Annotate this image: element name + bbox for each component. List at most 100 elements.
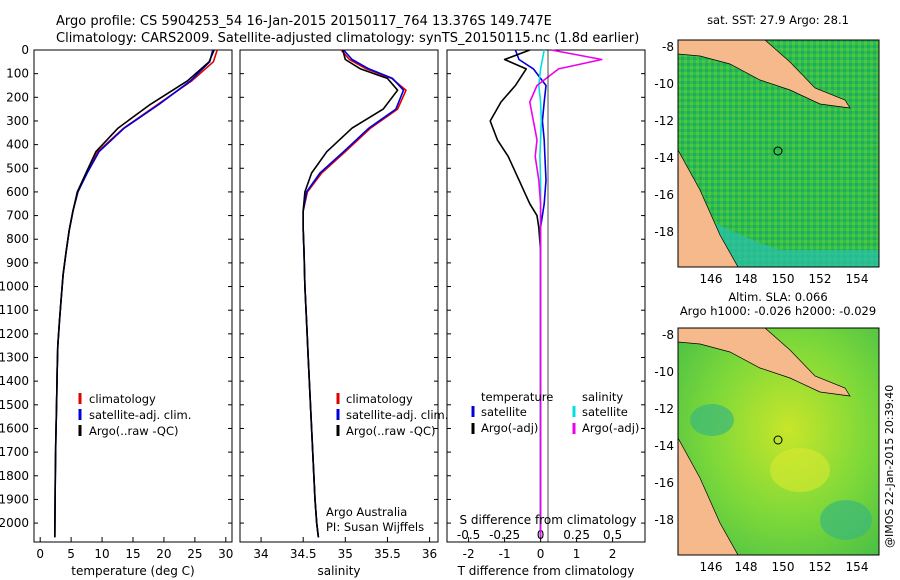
s-difference-x-axis: -0.5 -0.25 0 0.25 0.5 [457,528,622,542]
depth-tick-label: 1200 [0,327,29,341]
sla-high-anomaly [770,448,830,492]
x-tick-label: -1 [499,547,511,561]
float-position-marker [773,435,783,445]
map-lat-label: -16 [654,476,674,490]
legend-label-satellite: satellite-adj. clim. [346,408,448,422]
x-tick-label: 5 [67,547,75,561]
sla-low-anomaly [690,404,734,436]
difference-series [489,49,603,538]
map-lon-label: 152 [809,560,832,574]
depth-tick-label: 1400 [0,374,29,388]
x-tick-label: 0 [537,547,545,561]
temperature-series [54,49,218,538]
map-lat-label: -14 [654,439,674,453]
x-tick-label: 20 [156,547,171,561]
map-lat-label: -16 [654,188,674,202]
depth-tick-label: 1700 [0,445,29,459]
temperature-legend: climatology satellite-adj. clim. Argo(..… [78,392,191,438]
legend-label-s-satellite: satellite [582,405,628,419]
salinity-legend: climatology satellite-adj. clim. Argo(..… [336,392,448,438]
legend-label-climatology: climatology [346,392,413,406]
legend-label-s-argo: Argo(-adj) [582,421,639,435]
depth-tick-label: 200 [6,90,29,104]
sst-map-frame [677,39,880,268]
australia-land [678,437,739,555]
series-line-satelliteadjclim [54,49,214,538]
map-lat-label: -12 [654,114,674,128]
series-line-satelliteadjclim [302,49,405,538]
depth-tick-label: 800 [6,232,29,246]
sla-map-axes: -8 -10 -12 -14 -16 -18 146 148 150 152 154 [654,328,868,574]
australia-land [678,149,739,267]
legend-label-argo: Argo(..raw -QC) [346,424,436,438]
s-difference-axis-label: S difference from climatology [460,513,637,527]
difference-legend: temperature salinity satellite Argo(-adj… [471,390,639,435]
depth-tick-label: 1800 [0,469,29,483]
legend-label-t-satellite: satellite [481,405,527,419]
legend-label-argo: Argo(..raw -QC) [89,424,179,438]
map-lon-label: 148 [735,272,758,286]
map-lat-label: -12 [654,402,674,416]
t-difference-axis-label: T difference from climatology [457,564,635,578]
legend-label-climatology: climatology [89,392,156,406]
x-tick-label: 34.5 [290,547,317,561]
temperature-panel-frame [33,49,233,543]
map-lat-label: -10 [654,77,674,91]
s-tick-label: 0.25 [563,528,590,542]
difference-panel-frame [446,49,646,543]
float-position-marker [773,146,783,156]
depth-tick-label: 1000 [0,280,29,294]
legend-label-t-argo: Argo(-adj) [481,421,538,435]
temperature-x-axis: 0 5 10 15 20 25 30 [36,537,233,561]
depth-tick-label: 700 [6,209,29,223]
x-tick-label: 2 [609,547,617,561]
map-lon-label: 146 [700,560,723,574]
map-lat-label: -18 [654,225,674,239]
map-lon-label: 154 [846,560,869,574]
temperature-axis-label: temperature (deg C) [71,564,194,578]
map-lat-label: -18 [654,513,674,527]
map-lon-label: 146 [700,272,723,286]
x-tick-label: -2 [463,547,475,561]
map-lon-label: 148 [735,560,758,574]
x-tick-label: 0 [36,547,44,561]
t-difference-x-axis: -2 -1 0 1 2 [463,537,617,561]
depth-tick-label: 1900 [0,492,29,506]
depth-tick-label: 1300 [0,351,29,365]
depth-tick-label: 600 [6,185,29,199]
sla-map [678,328,879,555]
map-lat-label: -14 [654,151,674,165]
legend-label-satellite: satellite-adj. clim. [89,408,191,422]
figure-title-line1: Argo profile: CS 5904253_54 16-Jan-2015 … [56,14,552,29]
depth-axis: 0 100 200 300 400 500 600 700 800 900 1000 1100 1200… [0,43,645,530]
figure-title-line2: Climatology: CARS2009. Satellite-adjuste… [56,31,640,46]
series-line-climatology [302,49,407,538]
s-tick-label: 0.5 [603,528,622,542]
map-lon-label: 154 [846,272,869,286]
depth-tick-label: 400 [6,138,29,152]
x-tick-label: 35.5 [374,547,401,561]
map-lon-label: 150 [772,560,795,574]
map-lat-label: -10 [654,365,674,379]
depth-tick-label: 1600 [0,421,29,435]
sla-map-title1: Altim. SLA: 0.066 [728,290,827,304]
salinity-axis-label: salinity [317,564,360,578]
depth-tick-label: 1500 [0,398,29,412]
depth-tick-label: 500 [6,161,29,175]
depth-tick-label: 1100 [0,303,29,317]
salinity-panel-frame [239,49,439,543]
sla-map-frame [677,327,880,556]
x-tick-label: 1 [573,547,581,561]
x-tick-label: 30 [218,547,233,561]
new-guinea-land [678,40,851,109]
series-line-argoadj [528,49,603,538]
sst-map-axes: -8 -10 -12 -14 -16 -18 146 148 150 152 154 [654,40,868,286]
salinity-x-axis: 34 34.5 35 35.5 36 [253,537,437,561]
credit-line2: PI: Susan Wijffels [326,520,424,534]
imos-timestamp: @IMOS 22-Jan-2015 20:39:40 [883,385,896,548]
map-lon-label: 152 [809,272,832,286]
map-lat-label: -8 [662,328,674,342]
depth-tick-label: 2000 [0,516,29,530]
x-tick-label: 25 [187,547,202,561]
